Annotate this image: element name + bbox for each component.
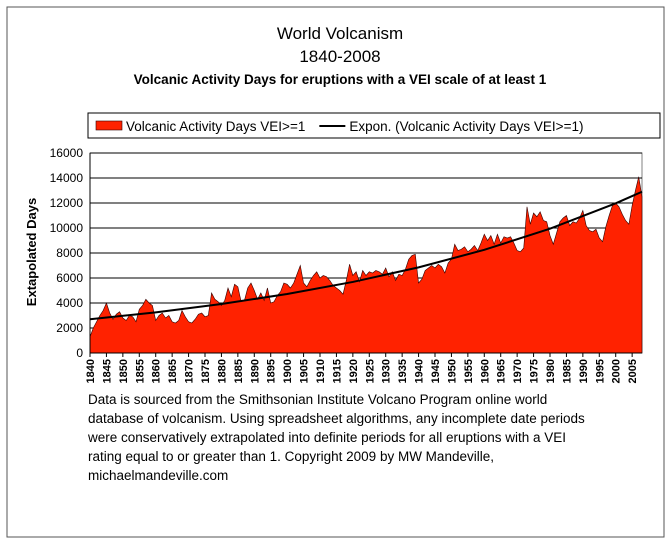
- x-tick-label: 1855: [134, 359, 146, 383]
- x-tick-label: 1930: [381, 359, 393, 383]
- x-tick-label: 1865: [167, 359, 179, 383]
- x-tick-label: 1965: [496, 359, 508, 383]
- legend: [87, 112, 661, 139]
- y-tick-label: 12000: [50, 196, 84, 210]
- x-tick-label: 1995: [594, 359, 606, 383]
- x-tick-label: 1905: [299, 359, 311, 383]
- x-tick-label: 1975: [529, 359, 541, 383]
- x-tick-label: 1970: [512, 359, 524, 383]
- y-tick-label: 16000: [50, 146, 84, 160]
- x-tick-label: 1850: [118, 359, 130, 383]
- chart-title: World Volcanism: [277, 24, 403, 43]
- x-tick-label: 1955: [463, 359, 475, 383]
- x-tick-label: 1840: [85, 359, 97, 383]
- footnote-line: database of volcanism. Using spreadsheet…: [88, 411, 585, 426]
- x-tick-label: 1960: [479, 359, 491, 383]
- trend-line: [89, 190, 643, 321]
- y-tick-label: 2000: [56, 321, 83, 335]
- x-tick-label: 1990: [578, 359, 590, 383]
- y-tick-label: 14000: [50, 171, 84, 185]
- x-tick-label: 1860: [151, 359, 163, 383]
- x-tick-label: 1915: [331, 359, 343, 383]
- x-tick-label: 1925: [364, 359, 376, 383]
- x-tick-label: 2005: [627, 359, 639, 383]
- x-tick-label: 1910: [315, 359, 327, 383]
- x-tick-label: 1940: [414, 359, 426, 383]
- y-tick-label: 4000: [56, 296, 83, 310]
- legend-label: Expon. (Volcanic Activity Days VEI>=1): [349, 119, 583, 134]
- x-tick-label: 1950: [446, 359, 458, 383]
- y-axis-label: Extapolated Days: [24, 198, 39, 306]
- footnote-line: Data is sourced from the Smithsonian Ins…: [88, 392, 548, 407]
- x-tick-label: 1885: [233, 359, 245, 383]
- y-tick-label: 0: [76, 346, 83, 360]
- legend-label: Volcanic Activity Days VEI>=1: [126, 119, 305, 134]
- x-tick-label: 1845: [101, 359, 113, 383]
- y-tick-label: 6000: [56, 271, 83, 285]
- x-tick-label: 1980: [545, 359, 557, 383]
- x-tick-label: 1985: [561, 359, 573, 383]
- y-tick-label: 8000: [56, 246, 83, 260]
- x-tick-label: 2000: [611, 359, 623, 383]
- x-tick-label: 1895: [266, 359, 278, 383]
- x-tick-label: 1875: [200, 359, 212, 383]
- x-tick-label: 1900: [282, 359, 294, 383]
- x-tick-label: 1890: [249, 359, 261, 383]
- legend-swatch: [95, 120, 123, 131]
- area: [89, 176, 643, 354]
- chart-subtitle: Volcanic Activity Days for eruptions wit…: [134, 72, 547, 87]
- footnote-line: rating equal to or greater than 1. Copyr…: [88, 449, 494, 464]
- x-tick-label: 1935: [397, 359, 409, 383]
- footnote-line: were conservatively extrapolated into de…: [88, 430, 567, 445]
- chart-subtitle: 1840-2008: [299, 47, 380, 66]
- footnote: Data is sourced from the Smithsonian Ins…: [88, 390, 585, 485]
- footnote-line: michaelmandeville.com: [88, 468, 229, 483]
- x-tick-label: 1880: [216, 359, 228, 383]
- x-tick-label: 1870: [184, 359, 196, 383]
- x-tick-label: 1945: [430, 359, 442, 383]
- y-tick-label: 10000: [50, 221, 84, 235]
- x-tick-label: 1920: [348, 359, 360, 383]
